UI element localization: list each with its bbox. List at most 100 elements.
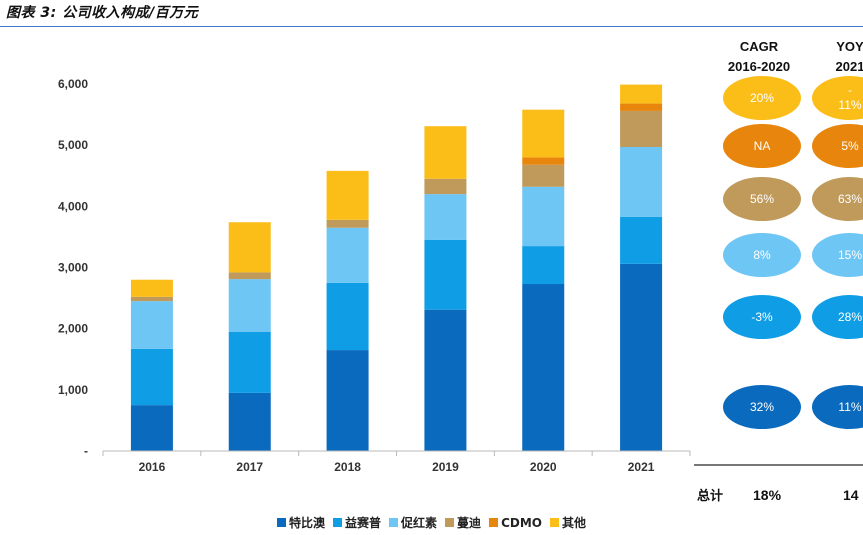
- yoy-value: 15%: [838, 248, 862, 262]
- x-tick-label: 2016: [139, 460, 166, 474]
- bar-segment: [228, 279, 271, 332]
- cagr-value: 56%: [750, 192, 774, 206]
- yoy-bubble: [812, 177, 863, 221]
- bar-segment: [522, 109, 565, 158]
- y-tick-label: 4,000: [58, 199, 88, 213]
- bar-segment: [326, 282, 369, 351]
- y-tick-label: 3,000: [58, 261, 88, 275]
- legend-item: 蔓迪: [445, 514, 481, 531]
- bar-segment: [522, 186, 565, 247]
- bar-segment: [620, 263, 663, 451]
- bar-segment: [620, 110, 663, 148]
- cagr-bubble: [723, 124, 801, 168]
- bar-segment: [228, 331, 271, 393]
- legend-swatch: [489, 518, 499, 527]
- yoy-value: 11%: [838, 98, 861, 112]
- yoy-bubble: [812, 385, 863, 429]
- bar-segment: [130, 279, 173, 297]
- yoy-value: 28%: [838, 310, 862, 324]
- cagr-bubble: [723, 177, 801, 221]
- bar-segment: [522, 284, 565, 451]
- yoy-bubble: [812, 76, 863, 120]
- bar-segment: [326, 350, 369, 451]
- legend-item: 其他: [549, 514, 586, 531]
- legend-label: 蔓迪: [457, 516, 482, 530]
- bar-segment: [424, 194, 467, 240]
- legend-item: 特比澳: [277, 514, 325, 531]
- legend-label: 益赛普: [345, 516, 382, 530]
- legend-swatch: [445, 518, 455, 527]
- total-label: 总计: [697, 488, 723, 504]
- legend-label: 特比澳: [289, 516, 326, 530]
- x-tick-label: 2021: [628, 460, 655, 474]
- bar-segment: [326, 170, 369, 220]
- bar-segment: [522, 164, 565, 187]
- cagr-header-line2: 2016-2020: [728, 59, 790, 74]
- bar-segment: [522, 157, 565, 165]
- cagr-value: 32%: [750, 400, 774, 414]
- bar-segment: [130, 405, 173, 451]
- yoy-bubble: [812, 124, 863, 168]
- yoy-value: -: [848, 83, 852, 97]
- x-axis: 2016 2017 2018 2019 2020 2021: [102, 450, 691, 474]
- growth-bubbles: 20%-11%NA 5%56% 63%8% 15%-3% 28%32% 11%: [723, 76, 863, 429]
- bar-segment: [228, 392, 271, 451]
- bar-segment: [424, 239, 467, 310]
- bar-segment: [424, 126, 467, 179]
- title-rule: [0, 26, 863, 27]
- bar-segment: [620, 147, 663, 217]
- bar-segment: [228, 272, 271, 280]
- y-tick-label: 1,000: [58, 383, 88, 397]
- bar-segment: [130, 301, 173, 349]
- y-tick-label: 2,000: [58, 322, 88, 336]
- legend-label: 促红素: [401, 516, 438, 530]
- bar-segment: [130, 296, 173, 302]
- bar-segment: [424, 178, 467, 195]
- cagr-bubble: [723, 385, 801, 429]
- legend-swatch: [277, 518, 286, 527]
- y-axis: - 1,000 2,000 3,000 4,000 5,000 6,000: [58, 77, 88, 458]
- cagr-header-line1: CAGR: [740, 39, 779, 54]
- legend-item: CDMO: [489, 516, 542, 530]
- y-tick-label: -: [84, 444, 88, 458]
- y-tick-label: 6,000: [58, 77, 88, 91]
- x-tick-label: 2020: [530, 460, 557, 474]
- legend-label: CDMO: [501, 515, 542, 530]
- x-tick-label: 2018: [334, 460, 361, 474]
- x-tick-label: 2019: [432, 460, 459, 474]
- yoy-bubble: [812, 233, 863, 277]
- bar-segment: [620, 216, 663, 264]
- legend-swatch: [333, 518, 343, 527]
- yoy-value: 63%: [838, 192, 862, 206]
- total-yoy: 14: [843, 487, 859, 503]
- cagr-bubble: [723, 76, 801, 120]
- bar-segment: [620, 103, 663, 111]
- legend-item: 促红素: [389, 514, 437, 531]
- growth-table: CAGR 2016-2020 YOY 2021 20%-11%NA 5%56% 63…: [694, 39, 863, 504]
- cagr-value: -3%: [751, 310, 773, 324]
- yoy-value: 5%: [841, 139, 859, 153]
- x-tick-label: 2017: [236, 460, 263, 474]
- yoy-header-line2: 2021: [836, 59, 863, 74]
- bar-segment: [522, 246, 565, 285]
- yoy-header-line1: YOY: [836, 39, 863, 54]
- yoy-bubble: [812, 295, 863, 339]
- cagr-bubble: [723, 295, 801, 339]
- bar-segment: [620, 84, 663, 104]
- legend-swatch: [389, 518, 399, 527]
- y-tick-label: 5,000: [58, 138, 88, 152]
- cagr-value: 20%: [750, 91, 774, 105]
- cagr-value: NA: [754, 139, 771, 153]
- yoy-value: 11%: [838, 400, 861, 414]
- legend-item: 益赛普: [333, 514, 381, 531]
- bar-segment: [326, 227, 369, 283]
- chart-title: 图表 3: 公司收入构成/百万元: [6, 5, 199, 21]
- bar-area: [130, 84, 663, 451]
- bar-segment: [326, 219, 369, 228]
- legend-swatch: [549, 518, 559, 527]
- bar-segment: [228, 222, 271, 273]
- legend: 特比澳 益赛普 促红素 蔓迪 CDMO 其他: [0, 514, 863, 531]
- bar-segment: [130, 348, 173, 406]
- total-cagr: 18%: [753, 487, 782, 503]
